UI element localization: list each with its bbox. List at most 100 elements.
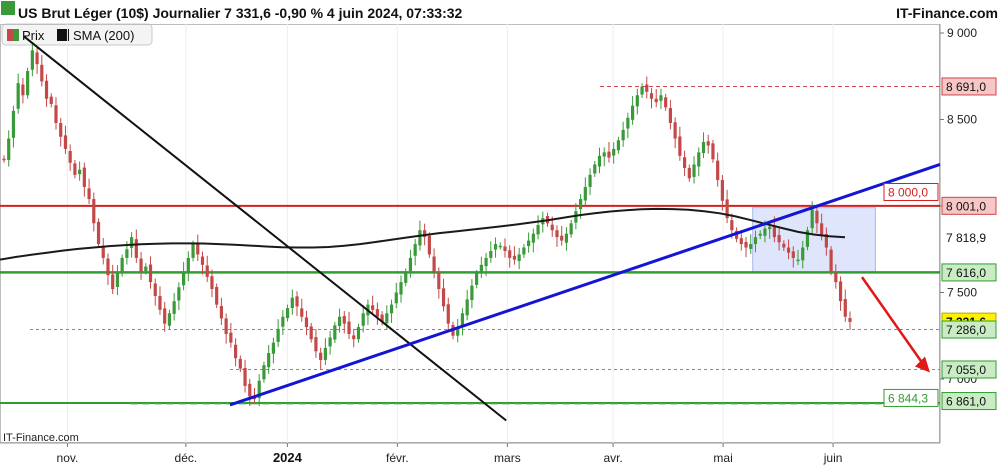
candle-body: [139, 258, 143, 272]
y-tick-label: 7 500: [947, 286, 977, 300]
level-label-box: [941, 196, 997, 215]
candle-body: [668, 108, 673, 123]
candle-body: [824, 234, 828, 248]
level-label-box: [941, 392, 997, 411]
candle-body: [248, 383, 252, 397]
candle-body: [96, 221, 101, 245]
x-ticks: nov. déc. 2024 févr. mars avr. mai juin: [57, 443, 843, 465]
candle-body: [470, 285, 474, 301]
candle-body: [687, 167, 691, 179]
x-tick-label: févr.: [386, 451, 409, 465]
uptrend-line: [229, 163, 941, 407]
candle-body: [564, 233, 569, 243]
candle-body: [309, 326, 313, 340]
y-tick-label: 8 500: [947, 113, 977, 127]
candle-body: [508, 250, 512, 258]
candle-body: [144, 266, 148, 272]
candle-body: [805, 230, 810, 247]
candle-body: [21, 84, 25, 96]
candle-body: [328, 337, 332, 347]
candle-body: [413, 244, 417, 256]
candle-body: [441, 288, 446, 307]
sma-line: [0, 207, 846, 261]
candle-body: [829, 249, 833, 272]
candle-body: [579, 199, 583, 210]
candle-body: [597, 155, 602, 167]
candle-body: [682, 157, 687, 168]
candle-body: [786, 247, 791, 253]
candle-body: [87, 188, 91, 200]
candle-body: [512, 255, 517, 260]
candle-body: [347, 321, 351, 335]
candle-body: [319, 352, 323, 360]
candle-body: [16, 83, 20, 109]
candle-body: [664, 97, 668, 108]
candle-body: [659, 95, 663, 101]
candle-body: [527, 240, 531, 247]
candle-body: [375, 309, 379, 317]
level-label-box: [941, 263, 997, 282]
candle-body: [744, 241, 748, 248]
candle-body: [257, 380, 261, 399]
x-tick-label: juin: [823, 451, 843, 465]
candle-body: [489, 250, 493, 258]
consolidation-box-rect: [752, 207, 876, 273]
candle-body: [59, 122, 63, 137]
arrow-head-icon: [915, 356, 930, 373]
x-tick-label: mai: [713, 451, 732, 465]
candle-body: [200, 256, 205, 265]
x-tick-label: 2024: [273, 450, 303, 465]
candle-body: [111, 274, 115, 290]
candle-body: [692, 164, 696, 177]
candle-body: [285, 308, 290, 319]
candle-body: [78, 169, 82, 175]
candle-body: [649, 93, 654, 99]
candle-body: [181, 271, 186, 286]
candle-body: [106, 258, 110, 276]
candle-body: [621, 129, 625, 141]
candle-body: [763, 228, 767, 236]
x-tick-label: nov.: [57, 451, 79, 465]
candle-body: [531, 233, 535, 243]
candle-body: [560, 235, 564, 241]
candle-body: [550, 224, 554, 231]
logo-icon: [1, 1, 15, 15]
candle-body: [498, 245, 502, 248]
candle-body: [782, 243, 786, 248]
candle-body: [517, 254, 521, 262]
candle-body: [536, 225, 540, 235]
candle-body: [602, 152, 606, 157]
candle-body: [423, 230, 427, 238]
candle-body: [82, 167, 86, 187]
candle-body: [115, 271, 120, 287]
y-tick-label: 9 000: [947, 26, 977, 40]
candle-body: [191, 244, 195, 258]
candle-body: [791, 251, 795, 258]
candle-body: [26, 71, 30, 96]
candle-body: [323, 347, 327, 360]
candle-body: [163, 308, 167, 324]
candle-body: [593, 164, 597, 174]
level-labels: 8 691,08 000,08 001,07 818,97 616,07 331…: [883, 77, 997, 411]
sma-200-line: [0, 207, 846, 261]
level-label-box: [941, 320, 997, 339]
candle-body: [177, 287, 181, 301]
level-label-box: [883, 388, 939, 407]
candle-body: [711, 143, 715, 160]
candle-body: [678, 136, 682, 156]
candle-body: [569, 223, 573, 235]
level-label-text: 7 055,0: [946, 363, 986, 377]
candle-body: [35, 52, 39, 65]
candle-body: [616, 140, 621, 151]
level-label-text: 6 844,3: [888, 391, 928, 405]
candle-body: [219, 305, 224, 319]
candle-body: [167, 313, 172, 326]
candle-body: [238, 358, 242, 369]
candle-body: [295, 296, 299, 307]
candle-body: [725, 199, 729, 219]
candle-body: [243, 367, 247, 386]
legend-sma-label: SMA (200): [73, 28, 134, 43]
candle-body: [701, 141, 706, 154]
